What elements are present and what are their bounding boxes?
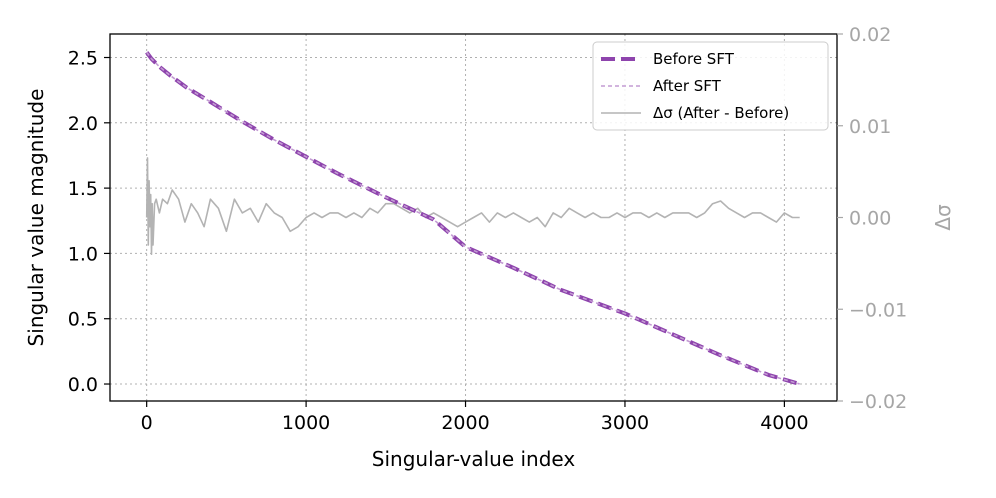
legend-label-delta-sigma: Δσ (After - Before) — [653, 104, 789, 122]
y-axis-right-label: Δσ — [931, 204, 955, 231]
series-layer — [145, 51, 801, 386]
legend: Before SFT After SFT Δσ (After - Before) — [592, 41, 829, 131]
y-right-tick-label: 0.00 — [849, 208, 891, 230]
y-right-tick-label: −0.01 — [849, 299, 907, 321]
y-tick-label: 2.0 — [68, 113, 98, 135]
y-tick-label: 1.0 — [68, 243, 98, 265]
y-tick-label: 1.5 — [68, 178, 98, 200]
y-right-tick-label: 0.01 — [849, 116, 891, 138]
legend-box — [592, 41, 829, 131]
x-tick-label: 3000 — [601, 412, 649, 434]
y-axis-label: Singular value magnitude — [24, 89, 48, 347]
legend-label-after-sft: After SFT — [653, 77, 722, 95]
y-tick-label: 0.0 — [68, 374, 98, 396]
y-tick-label: 2.5 — [68, 48, 98, 70]
x-tick-label: 2000 — [441, 412, 489, 434]
y-tick-label: 0.5 — [68, 309, 98, 331]
series-line-after-sft — [146, 51, 800, 385]
y-right-tick-label: −0.02 — [849, 391, 907, 413]
axis-ticks: 0 1000 2000 3000 4000 0.0 0.5 1.0 1.5 2.0 2.5 0.02 0… — [68, 24, 907, 434]
x-tick-label: 4000 — [760, 412, 808, 434]
y-right-tick-label: 0.02 — [849, 24, 891, 46]
x-tick-label: 0 — [141, 412, 153, 434]
series-line-before-sft — [145, 51, 801, 386]
x-axis-label: Singular-value index — [372, 447, 576, 471]
legend-label-before-sft: Before SFT — [653, 50, 735, 68]
x-tick-label: 1000 — [282, 412, 330, 434]
